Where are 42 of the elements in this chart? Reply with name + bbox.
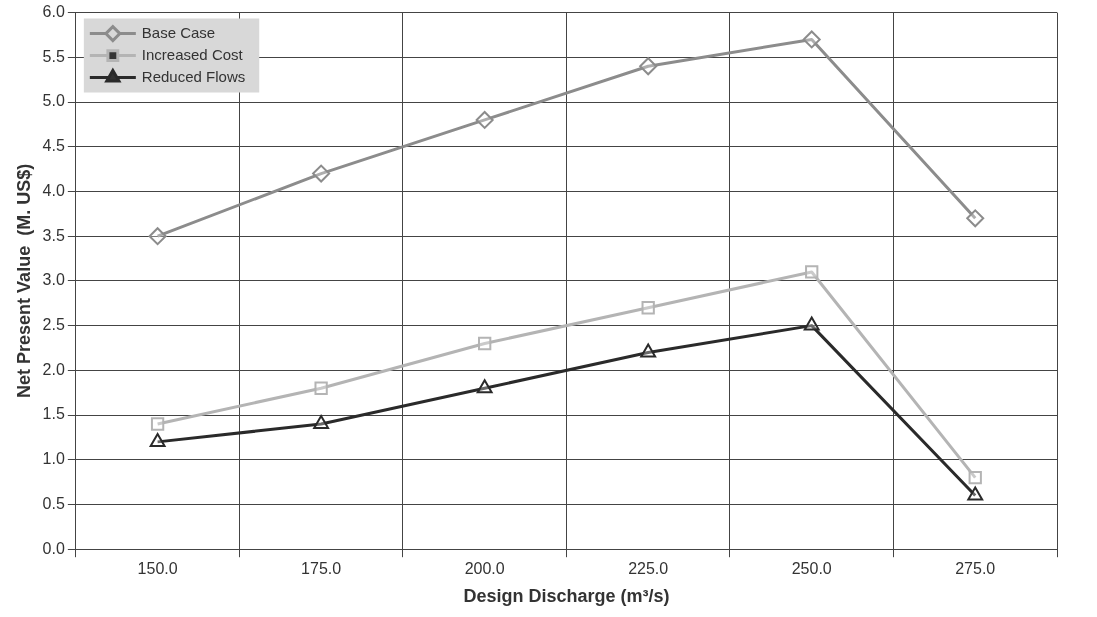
y-tick-label: 2.5	[42, 316, 65, 334]
y-tick-label: 0.0	[42, 539, 65, 557]
y-tick-label: 0.5	[42, 494, 65, 512]
point	[475, 110, 494, 129]
y-tick-label: 4.0	[42, 181, 65, 199]
x-tick-label: 200.0	[464, 560, 505, 578]
point	[150, 417, 165, 431]
point	[640, 343, 657, 358]
legend-label: Base Case	[141, 23, 216, 41]
y-tick-label: 5.0	[42, 92, 65, 110]
point	[476, 379, 493, 394]
y-tick-label: 1.0	[42, 450, 65, 468]
legend-label: Reduced Flows	[141, 67, 246, 85]
point	[805, 265, 819, 279]
point	[641, 301, 655, 315]
point	[968, 471, 982, 485]
x-tick-label: 150.0	[137, 560, 178, 578]
point	[802, 30, 821, 49]
point	[148, 227, 167, 246]
point	[478, 336, 492, 351]
y-tick-label: 1.5	[42, 405, 65, 423]
y-tick-label: 4.5	[42, 137, 65, 155]
point	[149, 432, 166, 447]
y-tick-label: 3.0	[42, 271, 65, 289]
x-tick-label: 225.0	[628, 560, 669, 578]
x-axis-title: Design Discharge (m³/s)	[463, 586, 670, 607]
y-tick-label: 2.0	[42, 360, 65, 378]
y-tick-label: 5.5	[42, 47, 65, 65]
point	[803, 316, 820, 331]
point	[314, 381, 328, 395]
point	[639, 57, 658, 76]
point	[967, 486, 984, 501]
y-axis-title: Net Present Value (M. US$)	[13, 163, 34, 398]
x-tick-label: 175.0	[301, 560, 342, 578]
point	[966, 209, 985, 228]
x-tick-label: 250.0	[791, 560, 832, 578]
y-tick-label: 3.5	[42, 226, 65, 244]
x-tick-label: 275.0	[955, 560, 996, 578]
legend-label: Increased Cost	[141, 45, 244, 63]
y-tick-label: 6.0	[42, 3, 65, 21]
point	[312, 164, 331, 183]
point	[313, 414, 330, 429]
